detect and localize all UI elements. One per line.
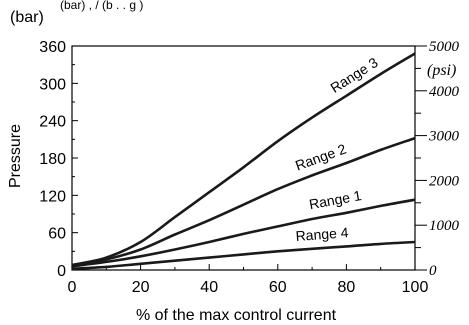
y-left-tick-label: 0 [57, 263, 66, 280]
series-label-range-4: Range 4 [295, 224, 349, 244]
series-line-range-3 [71, 52, 416, 267]
x-axis-ticks: 0 20 40 60 80 100 [68, 264, 429, 296]
y-right-tick-label: 5000 [429, 39, 460, 55]
x-tick-label: 0 [68, 279, 77, 296]
plot-frame [71, 45, 416, 271]
y-axis-unit-left: (bar) [10, 9, 44, 26]
x-tick-label: 100 [402, 279, 429, 296]
series-label-range-1: Range 1 [308, 187, 363, 212]
series-label-range-2: Range 2 [293, 140, 348, 173]
y-axis-label: Pressure [7, 124, 24, 188]
y-axis-unit-right: (psi) [427, 62, 456, 79]
y-axis-right-ticks: 0 1000 2000 3000 4000 5000 [415, 39, 460, 279]
x-tick-label: 20 [132, 279, 150, 296]
y-left-tick-label: 60 [48, 226, 66, 243]
y-right-tick-label: 1000 [429, 218, 460, 234]
y-left-tick-label: 300 [39, 76, 66, 93]
y-axis-left-ticks: 0 60 120 180 240 300 360 [39, 39, 78, 280]
y-left-tick-label: 180 [39, 151, 66, 168]
y-right-tick-label: 3000 [428, 129, 460, 145]
y-right-tick-label: 2000 [429, 173, 460, 189]
series-line-range-4 [71, 240, 416, 271]
x-tick-label: 60 [269, 279, 287, 296]
y-right-tick-label: 0 [429, 263, 437, 279]
series-lines [71, 52, 416, 271]
y-left-tick-label: 120 [39, 188, 66, 205]
x-tick-label: 40 [200, 279, 218, 296]
y-left-tick-label: 360 [39, 39, 66, 56]
y-right-tick-label: 4000 [429, 84, 460, 100]
y-left-tick-label: 240 [39, 114, 66, 131]
chart-title-partial: (bar) , / (b . . g ) [60, 0, 143, 12]
x-tick-label: 80 [338, 279, 356, 296]
plot-area [71, 45, 416, 271]
series-line-range-1 [71, 198, 416, 268]
series-line-range-2 [71, 136, 416, 267]
x-axis-label: % of the max control current [136, 307, 337, 324]
